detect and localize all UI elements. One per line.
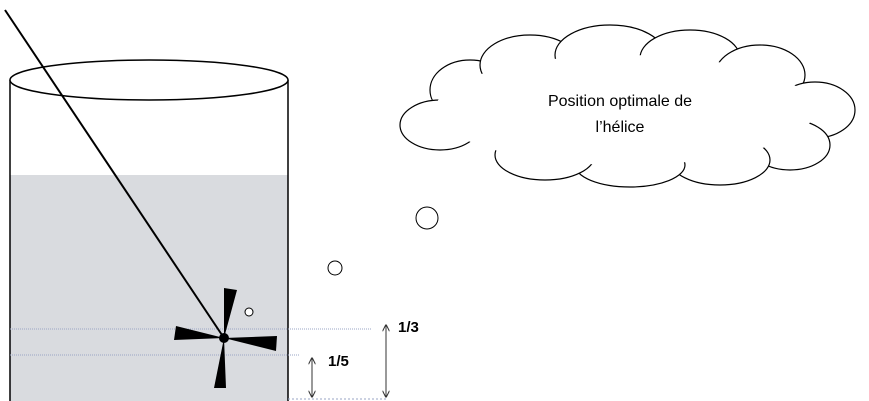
cloud-text: Position optimale de (548, 93, 692, 110)
tank-top (9, 59, 289, 101)
label-fifth: 1/5 (328, 353, 349, 370)
propeller (174, 288, 277, 388)
bubble (415, 206, 439, 230)
liquid (10, 175, 288, 401)
cloud-text: l’hélice (596, 119, 645, 136)
label-third: 1/3 (398, 319, 419, 336)
bubble (244, 307, 254, 317)
shaft (4, 9, 225, 339)
bubble (327, 260, 343, 276)
cloud (399, 24, 856, 188)
